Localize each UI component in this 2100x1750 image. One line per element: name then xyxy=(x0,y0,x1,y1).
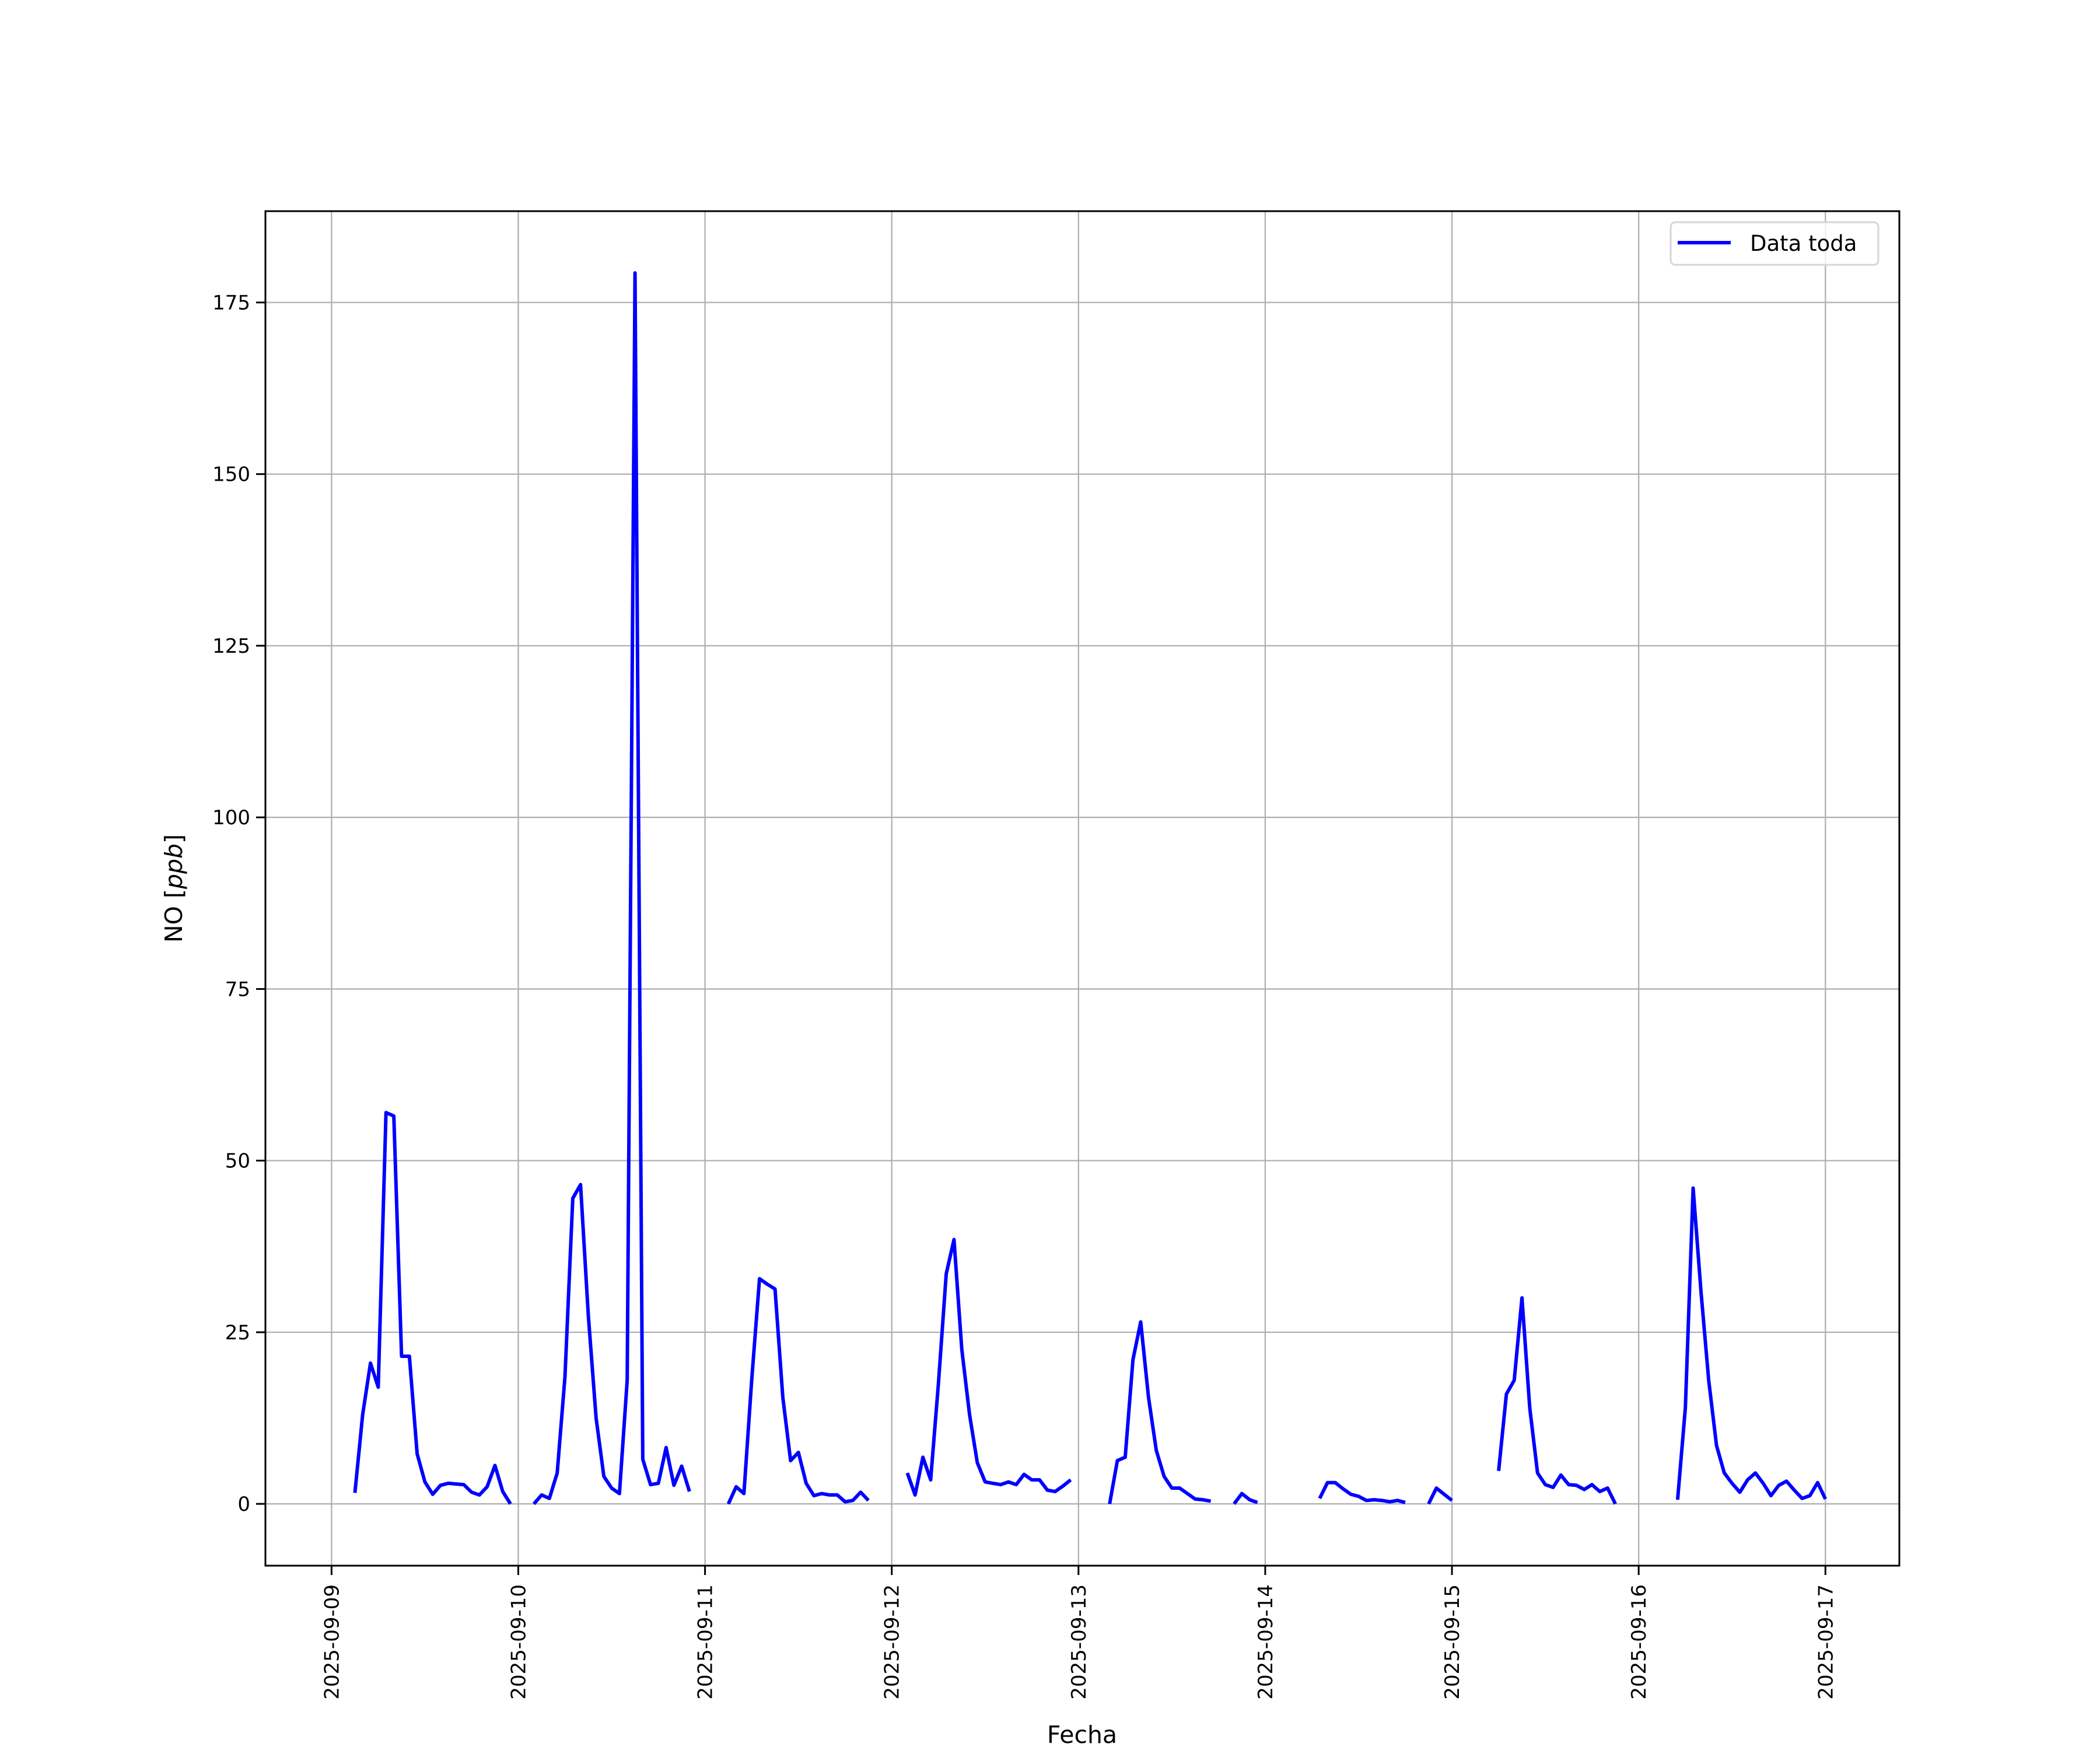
y-tick-label: 150 xyxy=(212,463,250,487)
y-axis-label-end: ] xyxy=(160,834,188,844)
y-tick-label: 75 xyxy=(225,978,250,1001)
series-line-segment xyxy=(1497,1296,1617,1505)
y-axis-label: NO [ppb] xyxy=(160,834,188,943)
y-axis-ticks: 0 25 50 75 100 125 150 175 xyxy=(212,292,265,1516)
series-lines xyxy=(353,271,1828,1506)
x-tick-label: 2025-09-17 xyxy=(1814,1584,1838,1700)
x-tick-label: 2025-09-12 xyxy=(881,1584,904,1700)
y-tick-label: 25 xyxy=(225,1321,250,1345)
x-tick-label: 2025-09-14 xyxy=(1254,1584,1278,1700)
x-tick-label: 2025-09-15 xyxy=(1441,1584,1464,1700)
x-tick-label: 2025-09-09 xyxy=(320,1584,344,1700)
y-tick-label: 50 xyxy=(225,1150,250,1173)
y-axis-label-main: NO [ xyxy=(160,889,188,943)
series-line-segment xyxy=(353,1111,512,1505)
plot-frame xyxy=(264,210,1901,1567)
series-line-segment xyxy=(1233,1492,1258,1505)
x-tick-label: 2025-09-10 xyxy=(507,1584,530,1700)
series-line-segment xyxy=(532,271,691,1506)
y-tick-label: 0 xyxy=(237,1493,250,1516)
series-line-segment xyxy=(726,1277,870,1505)
x-axis-ticks: 2025-09-09 2025-09-10 2025-09-11 2025-09-12… xyxy=(320,1566,1838,1700)
x-tick-label: 2025-09-13 xyxy=(1068,1584,1091,1700)
series-line-segment xyxy=(905,1238,1072,1497)
y-tick-label: 125 xyxy=(212,635,250,658)
legend-label: Data toda xyxy=(1750,231,1857,256)
grid xyxy=(265,211,1899,1566)
y-tick-label: 100 xyxy=(212,806,250,830)
y-axis-label-unit: ppb xyxy=(160,844,188,890)
series-line-segment xyxy=(1427,1486,1453,1505)
legend: Data toda xyxy=(1670,221,1880,266)
legend-box xyxy=(1670,221,1880,266)
series-line-segment xyxy=(1318,1480,1406,1504)
x-tick-label: 2025-09-11 xyxy=(694,1584,718,1700)
series-line-segment xyxy=(1108,1320,1212,1504)
y-tick-label: 175 xyxy=(212,292,250,315)
x-axis-label: Fecha xyxy=(1047,1721,1117,1749)
series-line-segment xyxy=(1675,1186,1828,1500)
x-tick-label: 2025-09-16 xyxy=(1628,1584,1651,1700)
